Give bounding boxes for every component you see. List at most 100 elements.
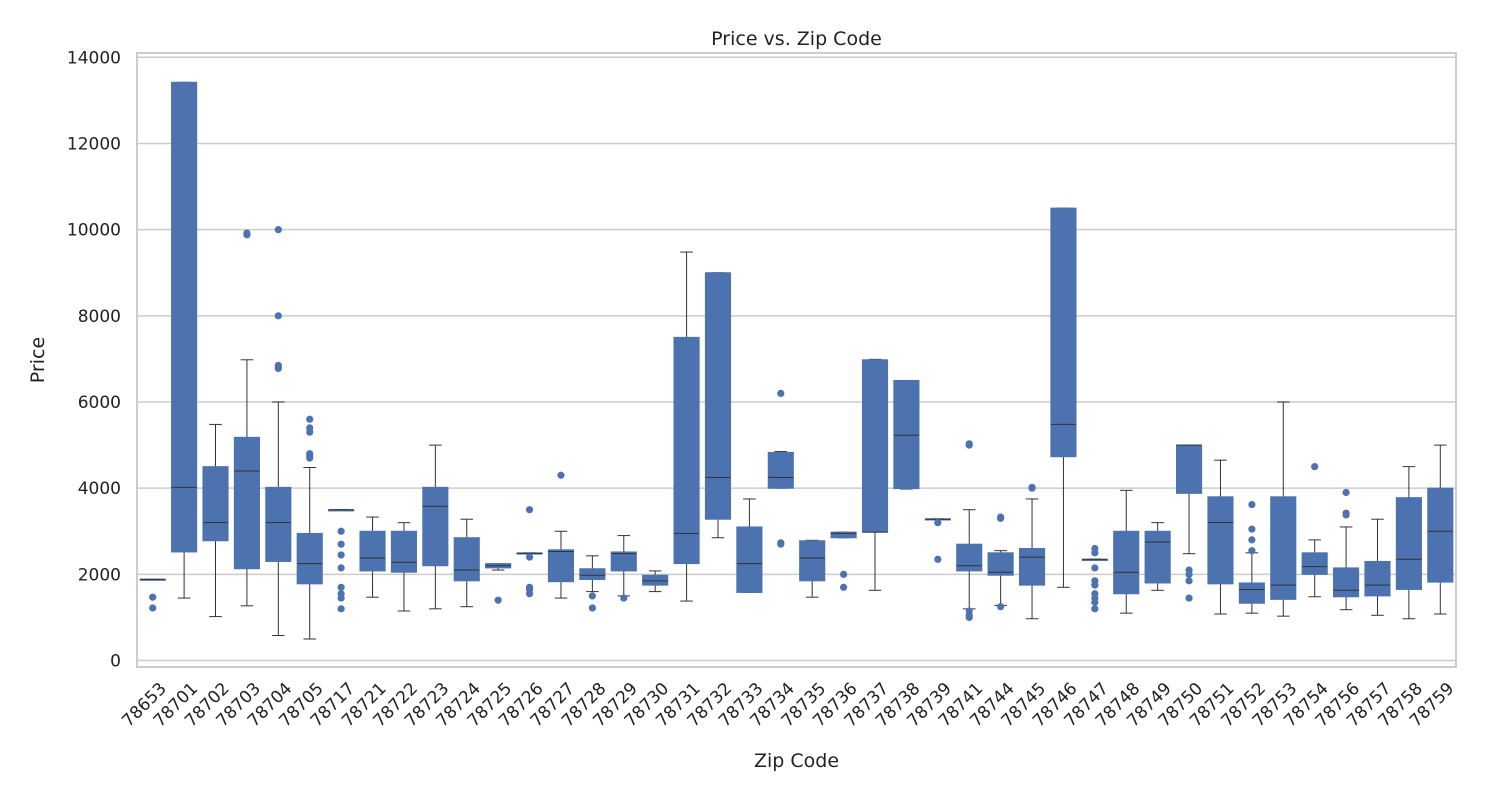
box-78734	[767, 389, 794, 548]
box-78741	[956, 440, 983, 622]
outlier-point	[1342, 488, 1350, 497]
box-iqr	[956, 543, 983, 572]
box-iqr	[1175, 444, 1203, 494]
box-iqr	[1050, 207, 1077, 458]
outlier-point	[588, 592, 596, 600]
outlier-point	[243, 229, 251, 237]
box-78725	[485, 563, 512, 604]
outlier-point	[588, 604, 596, 612]
box-78746	[1050, 207, 1077, 588]
box-78727	[547, 471, 575, 599]
box-78758	[1395, 466, 1422, 620]
outlier-point	[1248, 547, 1256, 555]
box-78701	[171, 81, 198, 599]
outlier-point	[1248, 536, 1256, 544]
outlier-point	[337, 564, 345, 572]
outlier-point	[1185, 570, 1193, 578]
y-tick-label: 10000	[67, 221, 121, 241]
box-iqr	[359, 530, 386, 572]
box-iqr	[736, 526, 763, 593]
y-axis-title: Price	[27, 337, 49, 383]
outlier-point	[337, 551, 345, 559]
box-78756	[1333, 488, 1360, 611]
box-78721	[359, 516, 386, 598]
box-iqr	[202, 466, 229, 542]
outlier-point	[1028, 484, 1036, 492]
box-iqr	[296, 532, 323, 585]
box-78730	[642, 570, 669, 593]
box-iqr	[390, 530, 418, 573]
box-78653	[139, 578, 166, 612]
outlier-point	[525, 506, 534, 514]
outlier-point	[1091, 598, 1099, 606]
box-iqr	[1238, 582, 1265, 604]
box-78738	[893, 379, 920, 490]
box-78752	[1238, 500, 1265, 614]
y-tick-label: 0	[110, 652, 121, 672]
outlier-point	[1185, 594, 1193, 602]
box-iqr	[799, 540, 826, 582]
y-tick-label: 4000	[78, 479, 121, 499]
outlier-point	[274, 364, 282, 373]
box-iqr	[1113, 530, 1140, 595]
box-78757	[1364, 518, 1391, 616]
box-iqr	[1395, 497, 1422, 590]
box-78722	[390, 522, 418, 612]
outlier-point	[777, 540, 785, 548]
y-tick-label: 6000	[78, 393, 121, 413]
outlier-point	[337, 540, 345, 548]
outlier-point	[274, 312, 282, 320]
outlier-point	[306, 428, 314, 436]
box-iqr	[987, 552, 1014, 576]
box-iqr	[453, 537, 480, 582]
outlier-point	[557, 471, 565, 479]
box-78751	[1207, 459, 1234, 615]
y-tick-labels: 0 2000 4000 6000 8000 10000 12000 14000	[67, 48, 121, 671]
outlier-point	[525, 553, 534, 561]
box-iqr	[704, 272, 732, 520]
outlier-point	[1311, 463, 1319, 471]
box-78749	[1144, 522, 1171, 591]
box-78726	[516, 506, 543, 598]
box-iqr	[673, 336, 700, 565]
outlier-point	[965, 441, 973, 449]
box-iqr	[830, 531, 857, 539]
y-gridlines	[137, 56, 1456, 662]
outlier-point	[306, 454, 314, 462]
outlier-point	[337, 594, 345, 602]
outlier-point	[337, 583, 345, 591]
box-78717	[328, 509, 355, 613]
outlier-point	[1185, 577, 1193, 585]
outlier-point	[965, 613, 973, 622]
outlier-point	[1091, 564, 1099, 572]
box-78732	[704, 272, 732, 539]
box-78723	[422, 444, 449, 610]
box-iqr	[1270, 496, 1297, 600]
box-iqr	[171, 81, 198, 553]
box-iqr	[1018, 548, 1046, 586]
outlier-point	[777, 389, 785, 397]
y-tick-label: 2000	[78, 565, 121, 585]
box-iqr	[1333, 567, 1360, 598]
box-iqr	[1364, 560, 1391, 597]
box-iqr	[1427, 487, 1454, 583]
outlier-point	[494, 596, 502, 604]
box-iqr	[1144, 530, 1171, 584]
outlier-point	[620, 594, 628, 602]
box-78728	[579, 555, 606, 612]
box-78703	[233, 229, 260, 607]
box-78724	[453, 518, 480, 608]
box-iqr	[422, 486, 449, 567]
box-78736	[830, 531, 857, 591]
box-78754	[1301, 463, 1328, 598]
box-iqr	[233, 436, 260, 570]
outlier-point	[1091, 549, 1099, 557]
box-iqr	[547, 549, 575, 583]
outlier-point	[149, 593, 157, 601]
outlier-point	[1248, 500, 1256, 509]
box-78745	[1018, 483, 1046, 620]
outlier-point	[306, 415, 314, 423]
box-78737	[861, 358, 889, 591]
box-78705	[296, 415, 323, 640]
